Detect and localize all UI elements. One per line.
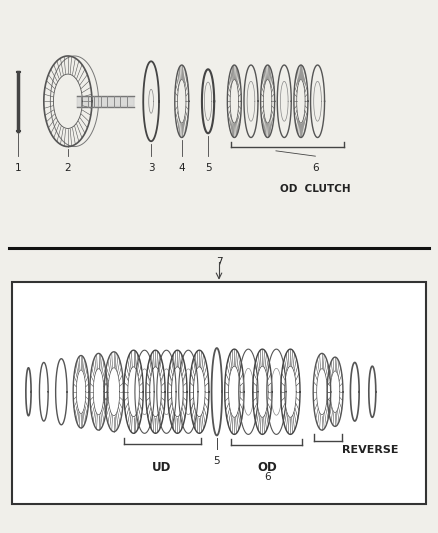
Text: 2: 2 <box>64 163 71 173</box>
Text: OD: OD <box>257 461 277 474</box>
Bar <box>12 282 426 504</box>
Text: REVERSE: REVERSE <box>342 445 398 455</box>
Text: UD: UD <box>152 461 172 474</box>
Text: 5: 5 <box>213 456 220 466</box>
Text: OD  CLUTCH: OD CLUTCH <box>280 184 351 194</box>
Text: 3: 3 <box>148 163 155 173</box>
Text: 6: 6 <box>264 472 271 482</box>
Text: 6: 6 <box>312 163 319 173</box>
Text: 5: 5 <box>205 163 212 173</box>
Text: 1: 1 <box>15 163 22 173</box>
Text: 7: 7 <box>215 257 223 267</box>
Text: 4: 4 <box>178 163 185 173</box>
